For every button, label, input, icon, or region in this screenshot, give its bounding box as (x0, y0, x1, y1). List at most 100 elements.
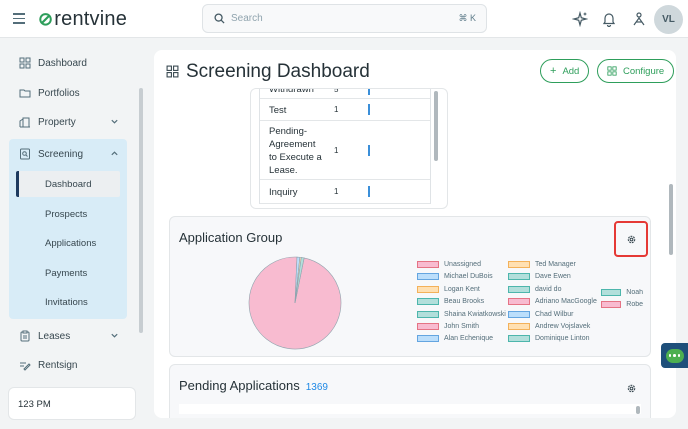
bell-icon[interactable] (601, 11, 617, 27)
main-panel: Screening Dashboard + Add Configure With… (154, 50, 676, 418)
legend-item[interactable]: Chad Wilbur (508, 310, 574, 318)
sidebar-item-dashboard[interactable]: Dashboard (9, 49, 127, 77)
application-group-settings-button[interactable] (614, 221, 648, 257)
configure-button[interactable]: Configure (597, 59, 675, 83)
legend-label: Beau Brooks (444, 298, 485, 306)
legend-item[interactable]: Dave Ewen (508, 273, 571, 281)
application-group-pie-chart[interactable] (247, 255, 343, 351)
subitem-label: Applications (45, 237, 97, 249)
legend-label: Shaina Kwiatkowski (444, 310, 506, 318)
pending-count-link[interactable]: 1369 (305, 382, 328, 393)
table-row: Test 1 (260, 99, 430, 121)
sidebar-item-rentsign[interactable]: Rentsign (9, 351, 127, 379)
clipboard-icon (20, 330, 30, 342)
pen-icon (20, 362, 31, 371)
screening-group (9, 139, 127, 319)
sidebar-status-box[interactable]: 123 PM (8, 387, 136, 420)
sidebar-item-property[interactable]: Property (9, 108, 127, 136)
sidebar-scrollbar[interactable] (139, 88, 143, 333)
legend-label: Noah (626, 289, 643, 296)
pending-scrollbar[interactable] (636, 406, 640, 414)
menu-icon[interactable] (13, 13, 25, 24)
add-button[interactable]: + Add (540, 59, 590, 83)
legend-label: Unassigned (444, 261, 481, 268)
table-row: Inquiry 1 (260, 180, 430, 204)
sidebar-item-portfolios[interactable]: Portfolios (9, 79, 127, 107)
legend-label: Alan Echenique (444, 335, 494, 343)
app-logo[interactable]: ⊘ rentvine (38, 8, 127, 31)
main-scrollbar[interactable] (669, 184, 673, 255)
user-avatar[interactable]: VL (654, 5, 683, 34)
legend-swatch (508, 285, 530, 293)
row-count: 1 (334, 105, 339, 114)
chevron-down-icon (111, 119, 118, 124)
status-count-card: Withdrawn 5 Test 1 Pending-Agreement to … (250, 88, 448, 209)
search-input[interactable]: Search ⌘ K (202, 4, 487, 33)
legend-label: Logan Kent (444, 285, 480, 293)
legend-swatch (417, 335, 439, 343)
legend-item[interactable]: Noah (601, 289, 643, 296)
legend-label: david do (535, 285, 562, 293)
subitem-label: Invitations (45, 296, 88, 308)
row-bar (368, 145, 370, 156)
sidebar-subitem-prospects[interactable]: Prospects (16, 201, 120, 227)
row-label: Test (269, 105, 287, 116)
sidebar-subitem-invitations[interactable]: Invitations (16, 289, 120, 315)
sidebar: Dashboard Portfolios Property Screening … (0, 38, 150, 429)
row-count: 1 (334, 187, 339, 196)
row-label: Pending-Agreement to Execute a Lease. (269, 126, 322, 176)
gear-icon (627, 384, 635, 392)
table-scrollbar[interactable] (434, 91, 438, 161)
sparkle-icon[interactable] (572, 11, 588, 27)
help-person-icon[interactable] (631, 11, 647, 27)
legend-swatch (417, 261, 439, 268)
legend-swatch (508, 273, 530, 281)
sidebar-item-label: Screening (38, 148, 84, 160)
row-bar (368, 89, 370, 95)
legend-item[interactable]: Ted Manager (508, 261, 576, 268)
legend-item[interactable]: david do (508, 285, 562, 293)
add-label: Add (562, 65, 580, 77)
legend-label: Dominique Linton (535, 335, 590, 343)
legend-item[interactable]: Alan Echenique (417, 335, 494, 343)
legend-swatch (417, 273, 439, 281)
status-table: Withdrawn 5 Test 1 Pending-Agreement to … (259, 89, 431, 204)
row-label: Inquiry (269, 187, 298, 198)
sidebar-subitem-applications[interactable]: Applications (16, 230, 120, 256)
logo-text: rentvine (54, 8, 128, 30)
pie-slice[interactable] (248, 256, 342, 350)
legend-label: Chad Wilbur (535, 310, 574, 318)
legend-swatch (508, 261, 530, 268)
legend-item[interactable]: John Smith (417, 323, 479, 330)
sidebar-subitem-payments[interactable]: Payments (16, 260, 120, 286)
legend-swatch (508, 335, 530, 343)
legend-item[interactable]: Dominique Linton (508, 335, 590, 343)
pending-applications-card: Pending Applications 1369 (169, 364, 651, 418)
sidebar-subitem-dashboard[interactable]: Dashboard (16, 171, 120, 197)
sidebar-item-leases[interactable]: Leases (9, 322, 127, 350)
legend-item[interactable]: Andrew Vojslavek (508, 323, 590, 330)
pie-slice[interactable] (294, 257, 305, 304)
row-bar (368, 186, 370, 197)
chat-widget-button[interactable] (661, 343, 688, 368)
legend-swatch (508, 298, 530, 306)
subitem-label: Prospects (45, 208, 88, 220)
legend-label: Ted Manager (535, 261, 576, 268)
legend-item[interactable]: Logan Kent (417, 285, 480, 293)
legend-item[interactable]: Robe (601, 301, 643, 309)
legend-label: Adriano MacGoogle (535, 298, 597, 306)
legend-swatch (508, 310, 530, 318)
legend-item[interactable]: Beau Brooks (417, 298, 485, 306)
legend-swatch (417, 285, 439, 293)
logo-mark-icon: ⊘ (38, 9, 54, 29)
search-icon (214, 13, 225, 24)
legend-item[interactable]: Shaina Kwiatkowski (417, 310, 506, 318)
legend-label: Andrew Vojslavek (535, 323, 591, 330)
pending-title-text: Pending Applications (179, 378, 300, 393)
pending-settings-button[interactable] (614, 370, 648, 406)
table-row: Withdrawn 5 (260, 89, 430, 99)
legend-item[interactable]: Michael DuBois (417, 273, 493, 281)
legend-item[interactable]: Adriano MacGoogle (508, 298, 597, 306)
legend-item[interactable]: Unassigned (417, 261, 481, 268)
sidebar-item-screening[interactable]: Screening (9, 140, 127, 168)
